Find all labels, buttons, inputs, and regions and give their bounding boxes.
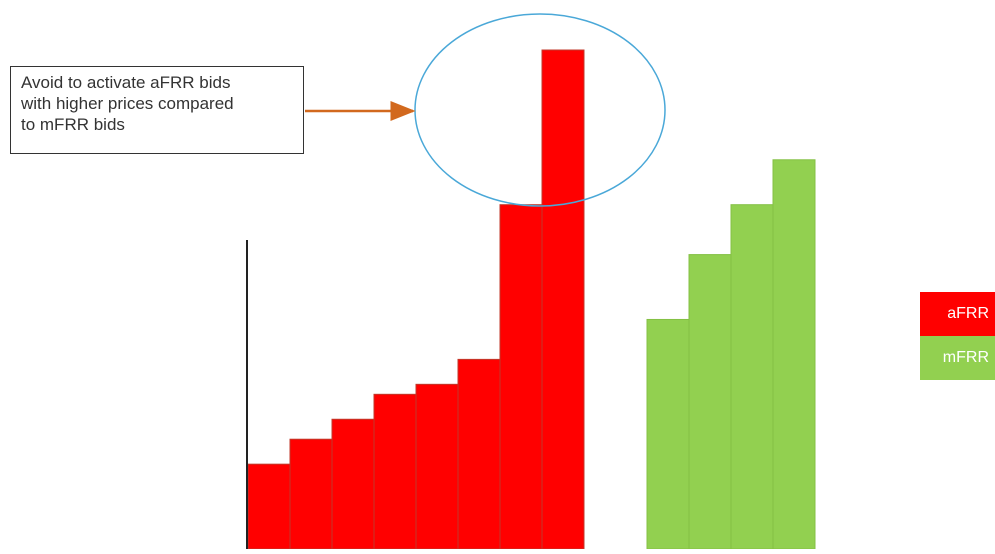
bar-mfrr-2	[688, 254, 732, 550]
bar-afrr-8	[541, 49, 585, 550]
callout-line-3: to mFRR bids	[21, 115, 125, 134]
bar-afrr-4	[373, 393, 417, 550]
legend-label-mfrr: mFRR	[942, 349, 989, 366]
bar-afrr-3	[331, 418, 375, 550]
legend-label-afrr: aFRR	[947, 305, 989, 322]
bar-mfrr-3	[730, 204, 774, 550]
callout-line-2: with higher prices compared	[21, 94, 234, 113]
bar-afrr-7	[499, 204, 543, 550]
legend: aFRR mFRR	[920, 292, 995, 380]
legend-item-afrr: aFRR	[920, 292, 995, 336]
callout-line-1: Avoid to activate aFRR bids	[21, 73, 231, 92]
bar-mfrr-4	[772, 159, 816, 550]
bar-mfrr-1	[646, 318, 690, 550]
callout-box: Avoid to activate aFRR bids with higher …	[10, 66, 304, 154]
highlight-ellipse	[414, 13, 666, 207]
legend-item-mfrr: mFRR	[920, 336, 995, 380]
bar-afrr-2	[289, 438, 333, 550]
bar-afrr-5	[415, 383, 459, 550]
bar-afrr-1	[247, 463, 291, 550]
bar-afrr-6	[457, 358, 501, 550]
